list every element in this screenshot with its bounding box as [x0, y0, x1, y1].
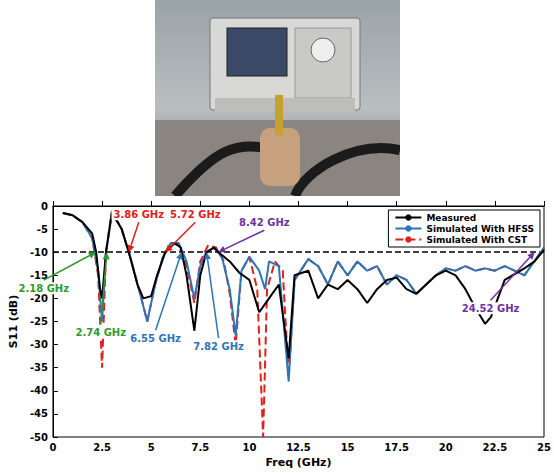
svg-text:8.42 GHz: 8.42 GHz [239, 217, 290, 228]
svg-text:-15: -15 [29, 269, 48, 281]
svg-text:Measured: Measured [426, 213, 476, 223]
svg-text:-40: -40 [30, 385, 48, 396]
svg-text:22.5: 22.5 [483, 442, 508, 453]
svg-text:S11 (dB): S11 (dB) [7, 295, 20, 348]
svg-text:5: 5 [148, 442, 155, 453]
svg-text:2.5: 2.5 [93, 442, 111, 453]
svg-text:2.74 GHz: 2.74 GHz [76, 327, 127, 338]
svg-text:5.72 GHz: 5.72 GHz [170, 209, 221, 220]
svg-text:25: 25 [537, 442, 551, 453]
svg-text:12.5: 12.5 [286, 442, 311, 453]
svg-text:24.52 GHz: 24.52 GHz [462, 303, 520, 314]
svg-text:0: 0 [41, 201, 48, 212]
svg-text:20: 20 [439, 442, 453, 453]
svg-text:Freq (GHz): Freq (GHz) [265, 456, 331, 469]
svg-text:-5: -5 [37, 224, 48, 235]
svg-text:-20: -20 [30, 293, 48, 304]
svg-text:-35: -35 [30, 362, 48, 373]
svg-text:17.5: 17.5 [384, 442, 409, 453]
svg-text:2.18 GHz: 2.18 GHz [19, 283, 70, 294]
svg-text:-50: -50 [30, 432, 48, 443]
svg-text:-30: -30 [30, 339, 48, 350]
svg-text:Simulated With CST: Simulated With CST [426, 235, 528, 245]
svg-text:7.5: 7.5 [191, 442, 209, 453]
svg-text:15: 15 [341, 442, 355, 453]
svg-text:3.86 GHz: 3.86 GHz [114, 209, 165, 220]
svg-text:-45: -45 [30, 408, 48, 419]
svg-text:-10: -10 [30, 247, 48, 258]
svg-text:10: 10 [242, 442, 256, 453]
svg-text:Simulated With HFSS: Simulated With HFSS [426, 224, 534, 234]
svg-text:6.55 GHz: 6.55 GHz [130, 333, 181, 344]
svg-text:7.82 GHz: 7.82 GHz [193, 341, 244, 352]
svg-text:0: 0 [49, 442, 56, 453]
svg-text:-25: -25 [30, 316, 48, 327]
